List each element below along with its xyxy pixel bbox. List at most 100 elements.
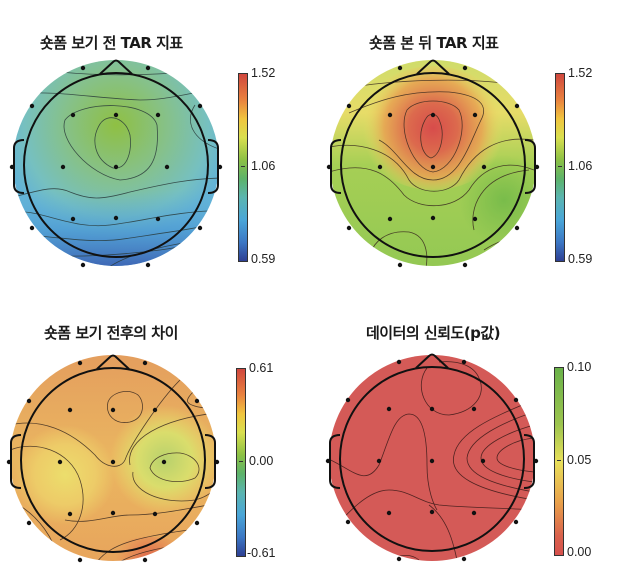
electrode-dot [113,215,119,221]
electrode-dot [430,164,436,170]
electrode-dot [113,164,119,170]
head-circle [340,72,526,258]
electrode-dot [397,262,403,268]
electrode-dot [429,458,435,464]
electrode-dot [481,164,487,170]
chart-title: 데이터의 신뢰도(p값) [366,324,501,342]
electrode-dot [70,216,76,222]
electrode-dot [533,458,539,464]
topomap-fill-left [10,415,120,535]
electrode-dot [387,216,393,222]
electrode-dot [461,556,467,562]
electrode-dot [161,459,167,465]
electrode-dot [376,458,382,464]
topomap-panel-pvalue: 데이터의 신뢰도(p값) 0 [309,290,618,575]
electrode-dot [534,164,540,170]
electrode-dot [396,556,402,562]
topomap-after [326,59,540,268]
electrode-group [325,359,539,562]
nose-icon [96,354,130,370]
electrode-dot [386,510,392,516]
nose-icon [99,59,133,75]
electrode-dot [57,459,63,465]
electrode-dot [6,459,12,465]
electrode-dot [145,65,151,71]
electrode-dot [29,225,35,231]
electrode-dot [9,164,15,170]
colorbar-tick-max: 0.61 [249,361,274,375]
electrode-dot [197,103,203,109]
electrode-dot [429,509,435,515]
electrode-dot [113,112,119,118]
nose-icon [416,59,450,75]
electrode-dot [80,262,86,268]
chart-title: 숏폼 보기 전후의 차이 [44,324,178,342]
colorbar-tick-mid: 1.06 [251,159,276,173]
electrode-dot [142,360,148,366]
colorbar-tick-min: 0.00 [567,545,592,559]
topomap-panel-difference: 숏폼 보기 전후의 차이 [0,290,309,575]
electrode-dot [345,397,351,403]
electrode-dot [377,164,383,170]
electrode-dot [77,557,83,563]
colorbar-tick-mid: 1.06 [568,159,593,173]
electrode-dot [346,225,352,231]
head-circle [339,366,525,552]
electrode-dot [194,520,200,526]
colorbar-mid-mark [241,166,245,167]
contour-lines [329,361,535,561]
colorbar-tick-mid: 0.00 [249,454,274,468]
colorbar-tick-max: 0.10 [567,360,592,374]
electrode-dot [29,103,35,109]
electrode-dot [145,262,151,268]
electrode-dot [471,510,477,516]
colorbar-tick-max: 1.52 [251,66,276,80]
electrode-dot [462,262,468,268]
topomap-before [9,59,223,268]
head-circle [20,367,206,553]
electrode-dot [164,164,170,170]
electrode-dot [345,519,351,525]
electrode-dot [513,397,519,403]
electrode-dot [26,398,32,404]
electrode-dot [325,458,331,464]
electrode-dot [472,216,478,222]
colorbar [236,368,246,557]
electrode-dot [396,359,402,365]
topomap-fill-right [105,400,216,520]
nose-icon [415,353,449,369]
electrode-dot [152,511,158,517]
electrode-dot [217,164,223,170]
electrode-dot [70,112,76,118]
electrode-group [326,65,540,268]
colorbar [554,367,564,556]
electrode-dot [110,407,116,413]
electrode-dot [326,164,332,170]
colorbar-mid-mark [558,166,562,167]
colorbar [238,73,248,262]
colorbar-mid-mark [557,460,561,461]
electrode-dot [155,216,161,222]
electrode-dot [110,459,116,465]
electrode-dot [110,510,116,516]
electrode-dot [142,557,148,563]
electrode-dot [152,407,158,413]
topomap-panel-before: 숏폼 보기 전 TAR 지표 [0,0,309,285]
topomap-fill-low [13,190,219,266]
colorbar-tick-max: 1.52 [568,66,593,80]
electrode-dot [514,225,520,231]
colorbar-tick-min: 0.59 [568,252,593,266]
colorbar [555,73,565,262]
electrode-dot [26,520,32,526]
colorbar-tick-mid: 0.05 [567,453,592,467]
electrode-dot [386,406,392,412]
electrode-dot [430,215,436,221]
chart-title: 숏폼 보기 전 TAR 지표 [40,34,183,52]
head-circle [23,72,209,258]
topomap-fill-low [429,150,536,266]
electrode-dot [155,112,161,118]
electrode-dot [462,65,468,71]
topomap-fill [329,355,535,561]
topomap-pvalue [325,353,539,562]
electrode-dot [513,519,519,525]
